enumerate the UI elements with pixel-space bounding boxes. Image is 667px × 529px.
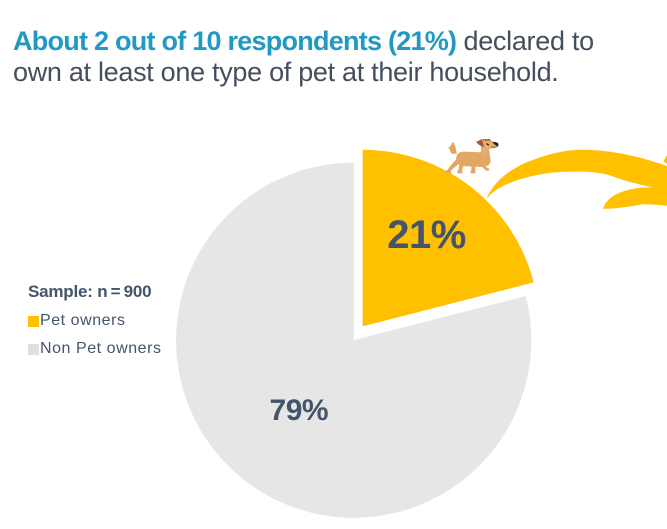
svg-text:21%: 21% (387, 213, 466, 257)
svg-text:79%: 79% (270, 394, 329, 427)
